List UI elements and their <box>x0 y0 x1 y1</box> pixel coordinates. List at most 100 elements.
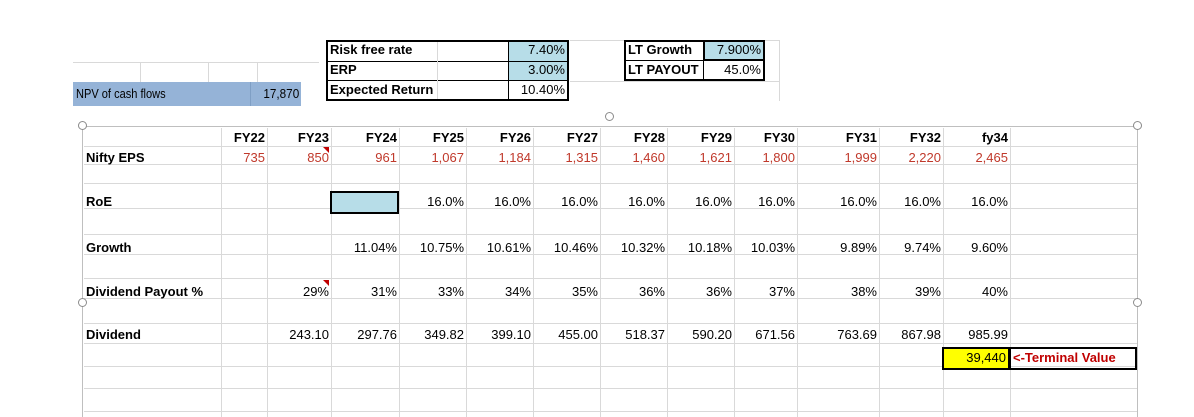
year-header-fy22: FY22 <box>233 130 265 145</box>
table-cell[interactable]: 9.74% <box>904 240 941 255</box>
grid-row-line <box>84 323 1138 324</box>
resize-handle-top-mid[interactable] <box>605 112 614 121</box>
npv-value-cell[interactable] <box>250 82 301 106</box>
table-cell[interactable]: 763.69 <box>837 327 877 342</box>
table-cell[interactable]: 34% <box>504 284 531 299</box>
table-cell[interactable]: 590.20 <box>692 327 732 342</box>
year-header-fy28: FY28 <box>633 130 665 145</box>
table-cell[interactable]: 33% <box>437 284 464 299</box>
row-label-dividend: Dividend <box>86 327 141 342</box>
grid-col-line <box>600 128 601 417</box>
lt-payout-value: 45.0% <box>724 62 761 77</box>
table-cell[interactable]: 985.99 <box>968 327 1008 342</box>
erp-value-fill[interactable] <box>509 61 567 80</box>
assumption-label-erp: ERP <box>330 62 357 77</box>
terminal-label: <-Terminal Value <box>1013 350 1116 365</box>
table-cell[interactable]: 36% <box>638 284 665 299</box>
assumption-value-erp: 3.00% <box>528 62 565 77</box>
table-cell[interactable]: 37% <box>768 284 795 299</box>
year-header-fy29: FY29 <box>700 130 732 145</box>
row-label-dividend-payout: Dividend Payout % <box>86 284 204 299</box>
table-cell[interactable]: 1,460 <box>632 150 665 165</box>
rf-value-fill[interactable] <box>509 42 567 61</box>
lt-growth-value: 7.900% <box>716 42 761 57</box>
table-cell[interactable]: 1,067 <box>431 150 464 165</box>
assumption-label-rf: Risk free rate <box>330 42 413 57</box>
grid-row-line <box>84 343 1138 344</box>
grid-col-line <box>331 128 332 417</box>
comment-flag-eps-fy23[interactable] <box>323 147 329 153</box>
table-cell[interactable]: 518.37 <box>625 327 665 342</box>
table-cell[interactable]: 1,315 <box>565 150 598 165</box>
table-cell[interactable]: 16.0% <box>628 194 665 209</box>
table-cell[interactable]: 9.89% <box>840 240 877 255</box>
row-label-nifty-eps: Nifty EPS <box>86 150 145 165</box>
table-cell[interactable]: 243.10 <box>289 327 329 342</box>
terminal-label-box <box>1009 347 1137 370</box>
grid-col-line <box>1010 128 1011 417</box>
table-cell[interactable]: 850 <box>307 150 329 165</box>
table-cell[interactable]: 9.60% <box>971 240 1008 255</box>
table-cell[interactable]: 38% <box>850 284 877 299</box>
npv-label: NPV of cash flows <box>76 86 166 101</box>
table-cell[interactable]: 40% <box>981 284 1008 299</box>
assumption-label-return: Expected Return <box>330 82 434 97</box>
grid-col-line <box>667 128 668 417</box>
table-cell[interactable]: 16.0% <box>695 194 732 209</box>
table-cell[interactable]: 16.0% <box>840 194 877 209</box>
table-cell[interactable]: 16.0% <box>427 194 464 209</box>
table-cell[interactable]: 39% <box>914 284 941 299</box>
year-header-fy26: FY26 <box>499 130 531 145</box>
table-cell[interactable]: 16.0% <box>758 194 795 209</box>
table-cell[interactable]: 1,184 <box>498 150 531 165</box>
table-cell[interactable]: 735 <box>243 150 265 165</box>
table-cell[interactable]: 10.46% <box>553 240 598 255</box>
selection-frame[interactable] <box>82 126 1138 417</box>
table-cell[interactable]: 10.61% <box>486 240 531 255</box>
table-cell[interactable]: 11.04% <box>353 240 397 255</box>
grid-row-line <box>84 146 1138 147</box>
grid-col-line <box>267 128 268 417</box>
resize-handle-left-mid[interactable] <box>78 298 87 307</box>
table-cell[interactable]: 1,800 <box>762 150 795 165</box>
table-cell[interactable]: 961 <box>375 150 397 165</box>
year-header-fy24: FY24 <box>365 130 397 145</box>
table-cell[interactable]: 16.0% <box>494 194 531 209</box>
table-cell[interactable]: 349.82 <box>424 327 464 342</box>
grid-col-line <box>797 128 798 417</box>
resize-handle-top-right[interactable] <box>1133 121 1142 130</box>
table-cell[interactable]: 16.0% <box>561 194 598 209</box>
table-cell[interactable]: 36% <box>705 284 732 299</box>
grid-col-line <box>533 128 534 417</box>
table-cell[interactable]: 1,999 <box>844 150 877 165</box>
table-cell[interactable]: 10.32% <box>620 240 665 255</box>
table-cell[interactable]: 399.10 <box>491 327 531 342</box>
grid-col-line <box>221 128 222 417</box>
grid-row-line <box>84 164 1138 165</box>
table-cell[interactable]: 867.98 <box>901 327 941 342</box>
table-cell[interactable]: 29% <box>302 284 329 299</box>
table-cell[interactable]: 455.00 <box>558 327 598 342</box>
grid-row-line <box>84 366 1138 367</box>
table-cell[interactable]: 10.03% <box>750 240 795 255</box>
table-cell[interactable]: 671.56 <box>755 327 795 342</box>
resize-handle-top-left[interactable] <box>78 121 87 130</box>
table-cell[interactable]: 1,621 <box>699 150 732 165</box>
table-cell[interactable]: 297.76 <box>357 327 397 342</box>
table-cell[interactable]: 35% <box>571 284 598 299</box>
table-cell[interactable]: 2,220 <box>908 150 941 165</box>
grid-row-line <box>84 298 1138 299</box>
assumption-value-return: 10.40% <box>520 82 565 97</box>
table-cell[interactable]: 10.18% <box>687 240 732 255</box>
table-cell[interactable]: 31% <box>370 284 397 299</box>
year-header-fy30: FY30 <box>763 130 795 145</box>
grid-row-line <box>84 388 1138 389</box>
table-cell[interactable]: 16.0% <box>971 194 1008 209</box>
table-cell[interactable]: 10.75% <box>419 240 464 255</box>
table-cell[interactable]: 2,465 <box>975 150 1008 165</box>
roe-fy24-selected-cell[interactable] <box>330 191 399 214</box>
resize-handle-right-mid[interactable] <box>1133 298 1142 307</box>
comment-flag-payout-fy23[interactable] <box>323 280 329 286</box>
lt-payout-label: LT PAYOUT <box>628 62 699 77</box>
table-cell[interactable]: 16.0% <box>904 194 941 209</box>
